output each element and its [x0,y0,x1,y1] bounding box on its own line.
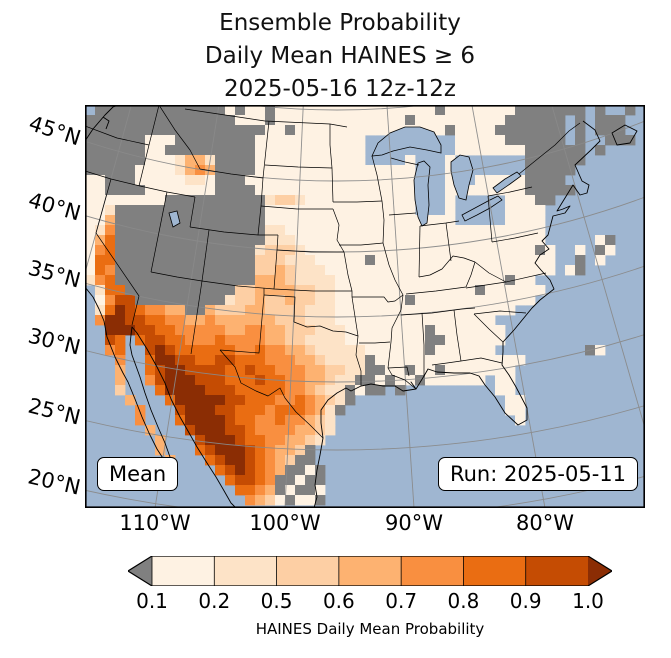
colorbar-segments [152,556,589,586]
lon-tick-110°W: 110°W [119,511,191,535]
great-salt-lake [168,210,181,228]
conus-probability-map [85,105,645,508]
run-date-box: Run: 2025-05-11 [437,457,638,491]
colorbar-tick-0.1: 0.1 [136,589,168,613]
map-frame [85,105,645,508]
colorbar-tick-1.0: 1.0 [572,589,604,613]
colorbar-tick-0.2: 0.2 [198,589,231,613]
title-line-3: 2025-05-16 12z-12z [224,76,456,102]
title-line-2: Daily Mean HAINES ≥ 6 [204,43,476,69]
lat-tick-20°N: 20°N [25,464,83,500]
lake-erie [461,195,503,222]
lake-ontario [492,171,522,194]
lat-tick-45°N: 45°N [25,111,84,151]
colorbar [128,556,612,586]
colorbar-segment-dividers [151,556,527,586]
lat-tick-30°N: 30°N [25,323,83,360]
member-label-box: Mean [97,457,179,491]
nova-scotia-outline [611,124,638,146]
colorbar-under-arrow [128,556,152,586]
lon-tick-80°W: 80°W [516,511,574,535]
colorbar-axis-label: HAINES Daily Mean Probability [255,620,485,638]
colorbar-over-arrow [588,556,612,586]
lat-tick-40°N: 40°N [25,187,84,226]
coastline [85,105,638,508]
colorbar-tick-0.7: 0.7 [385,589,418,613]
colorbar-tick-0.5: 0.5 [260,589,293,613]
colorbar-tick-0.6: 0.6 [322,589,355,613]
lake-huron [450,154,474,201]
lon-tick-90°W: 90°W [385,511,443,535]
colorbar-tick-0.9: 0.9 [509,589,542,613]
title-line-1: Ensemble Probability [219,10,461,36]
lat-tick-35°N: 35°N [25,255,84,293]
state-borders [85,105,581,439]
lon-tick-100°W: 100°W [249,511,321,535]
lat-tick-25°N: 25°N [25,393,83,430]
colorbar-tick-0.8: 0.8 [447,589,480,613]
